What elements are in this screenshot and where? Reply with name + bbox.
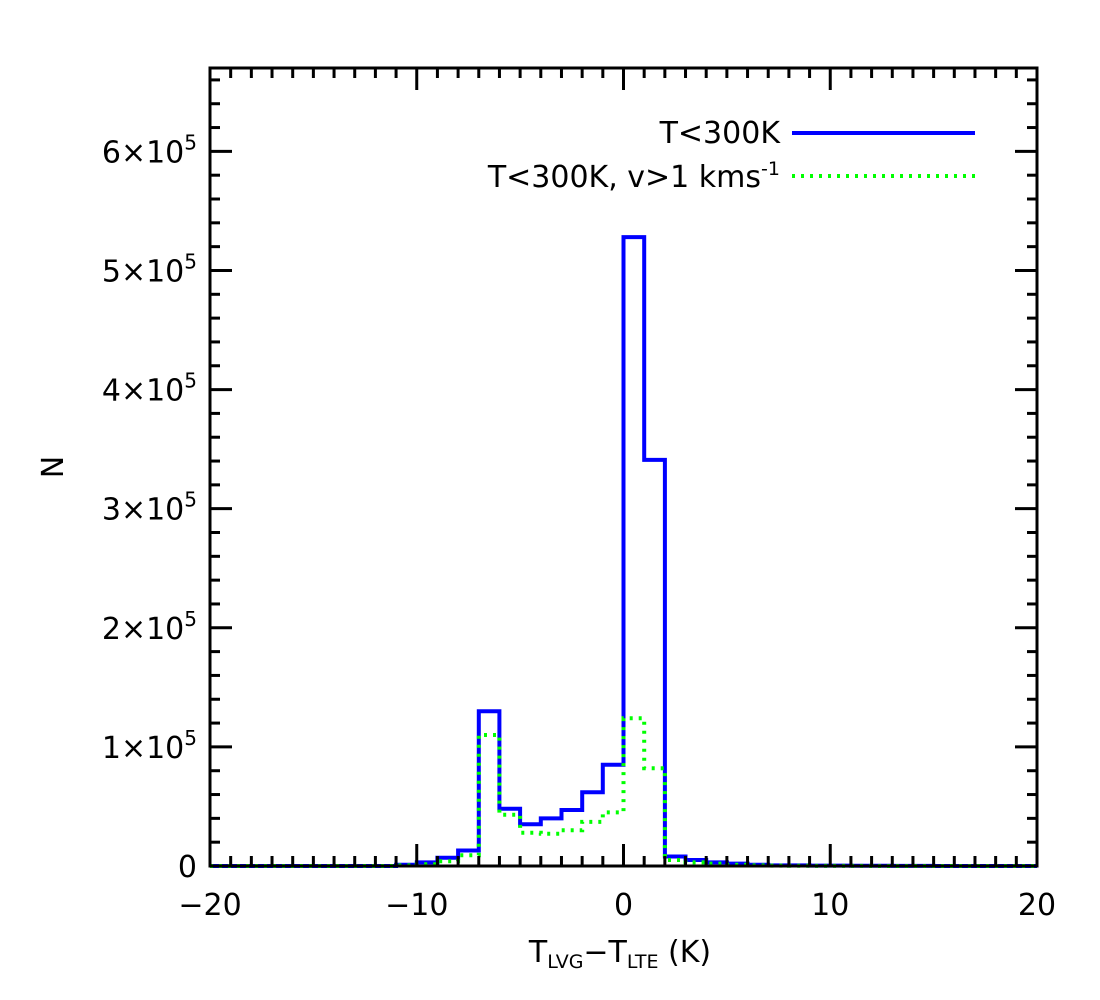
histogram-bin (603, 812, 624, 866)
y-tick-exponent: 5 (184, 607, 197, 631)
y-tick-label: 4×105 (102, 369, 197, 409)
y-tick-times: ×10 (121, 493, 184, 528)
y-tick-times: ×10 (121, 374, 184, 409)
y-tick-exponent: 5 (184, 369, 197, 393)
histogram-bin (520, 833, 541, 866)
x-axis-label-part: T (528, 935, 548, 970)
y-axis-label: N (36, 456, 71, 478)
histogram-bin (624, 718, 645, 866)
legend-label-green-main: T<300K, v>1 kms (487, 160, 761, 195)
y-tick-label: 0 (178, 850, 197, 885)
legend-label-green: T<300K, v>1 kms-1 (487, 158, 780, 195)
y-tick-mantissa: 1 (102, 731, 121, 766)
axes-layer: −20 −10 0 10 2001×1052×1053×1054×1055×1056×1… (102, 66, 1056, 923)
y-tick-times: ×10 (121, 135, 184, 170)
x-axis-label-part: −T (583, 935, 627, 970)
y-tick-mantissa: 6 (102, 135, 121, 170)
y-tick-mantissa: 2 (102, 612, 121, 647)
y-tick-exponent: 5 (184, 249, 197, 273)
x-axis-label-subscript: LVG (547, 951, 583, 973)
histogram-bin (582, 822, 603, 866)
y-tick-label: 3×105 (102, 488, 197, 528)
histogram-bin (479, 735, 500, 866)
y-tick-label: 2×105 (102, 607, 197, 647)
x-tick-label: −10 (385, 888, 448, 923)
x-axis-label: TLVG−TLTE (K) (528, 935, 711, 973)
legend-label-green-sup: -1 (761, 158, 780, 180)
histogram-bin (499, 815, 520, 866)
x-axis-label-subscript: LTE (627, 951, 659, 973)
x-tick-label: 20 (1018, 888, 1056, 923)
legend-label-blue: T<300K (659, 116, 782, 151)
legend: T<300K T<300K, v>1 kms-1 (487, 116, 975, 195)
y-tick-times: ×10 (121, 254, 184, 289)
histogram-bin (644, 768, 665, 866)
y-tick-label: 6×105 (102, 130, 197, 170)
y-tick-times: ×10 (121, 612, 184, 647)
y-tick-label: 1×105 (102, 726, 197, 766)
y-tick-mantissa: 4 (102, 374, 121, 409)
x-axis-label-part: (K) (658, 935, 711, 970)
histogram-bin (458, 855, 479, 866)
y-tick-exponent: 5 (184, 726, 197, 750)
x-tick-label: 0 (614, 888, 633, 923)
y-tick-mantissa: 3 (102, 493, 121, 528)
histogram-bin (561, 830, 582, 866)
y-tick-times: ×10 (121, 731, 184, 766)
histogram-bin (541, 834, 562, 866)
y-tick-label: 5×105 (102, 249, 197, 289)
x-tick-label: 10 (811, 888, 849, 923)
y-tick-mantissa: 5 (102, 254, 121, 289)
y-tick-exponent: 5 (184, 488, 197, 512)
x-tick-label: −20 (178, 888, 241, 923)
y-tick-mantissa: 0 (178, 850, 197, 885)
y-tick-exponent: 5 (184, 130, 197, 154)
